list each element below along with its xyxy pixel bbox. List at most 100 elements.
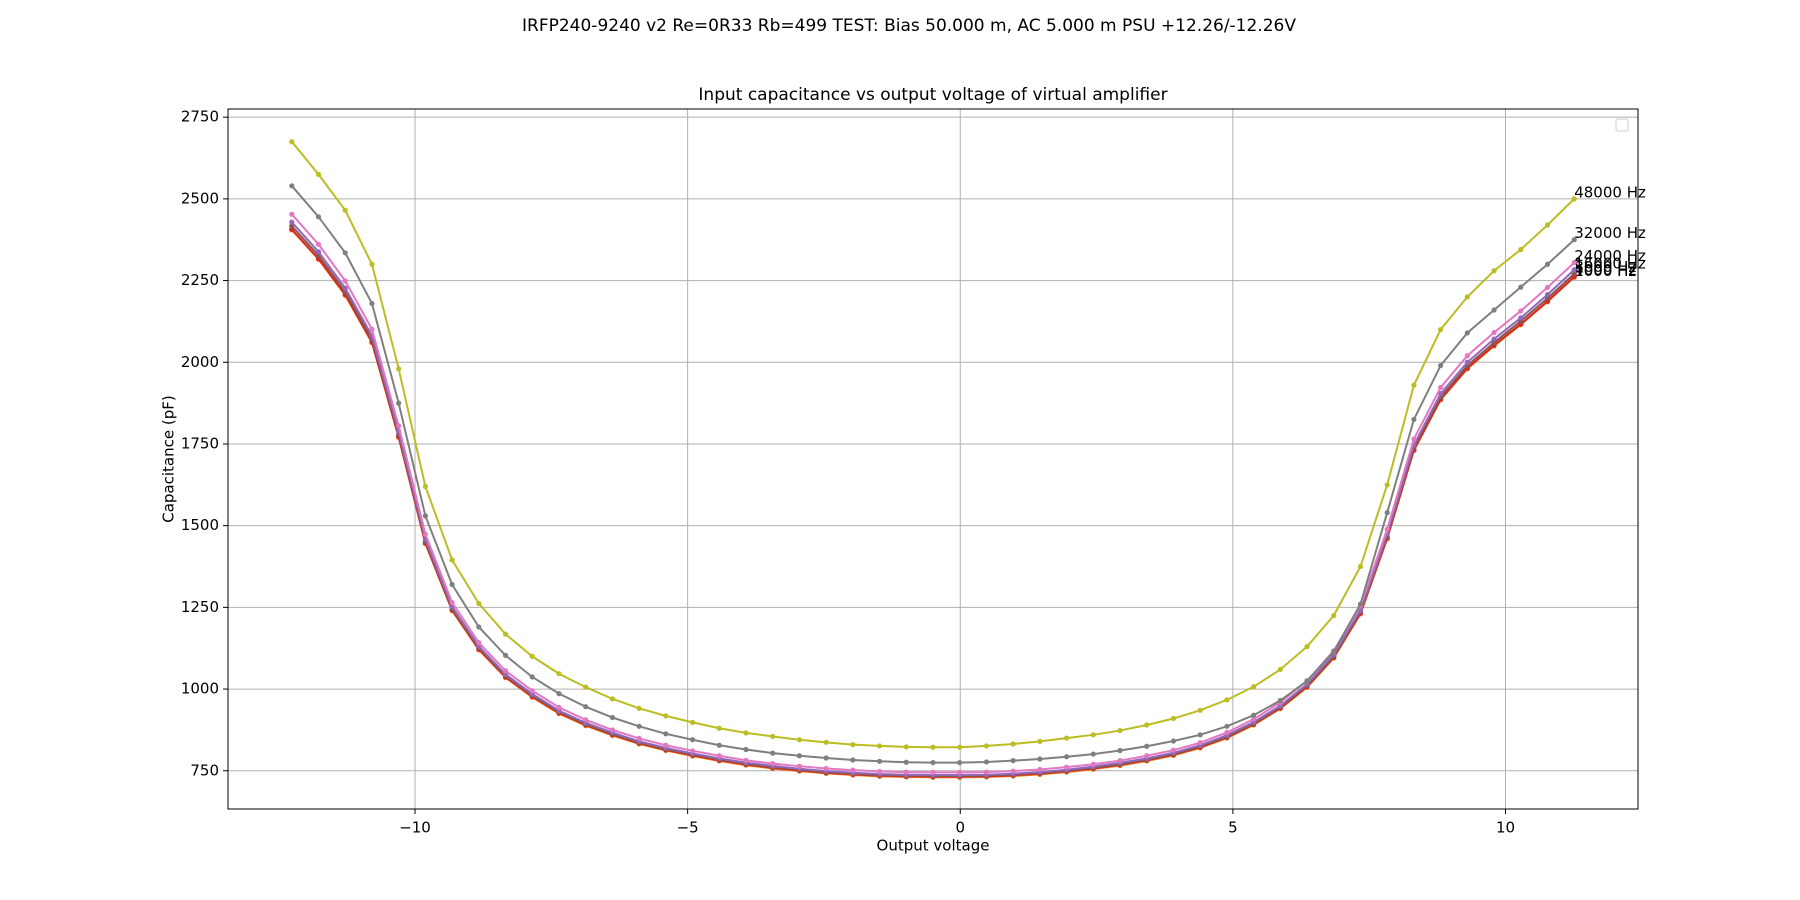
data-point [983, 769, 990, 775]
data-point [1144, 743, 1150, 749]
data-point [1224, 723, 1230, 729]
data-point [1571, 237, 1577, 243]
data-point [583, 704, 589, 710]
data-point [1117, 758, 1123, 764]
data-point [1491, 307, 1497, 313]
data-point [983, 759, 990, 765]
data-point [1010, 768, 1016, 774]
y-tick-label: 2250 [181, 271, 219, 289]
data-point [1438, 391, 1444, 397]
data-point [1491, 329, 1497, 336]
series-end-label: 4000 Hz [1574, 261, 1636, 279]
data-point [1037, 738, 1043, 744]
data-point [583, 717, 589, 723]
data-point [476, 640, 482, 646]
data-point [1464, 330, 1470, 336]
data-point [369, 300, 375, 307]
y-tick-label: 1000 [181, 680, 219, 698]
data-point [663, 742, 669, 748]
data-point [1464, 359, 1470, 365]
data-point [1144, 753, 1150, 759]
data-point [1090, 761, 1096, 767]
data-point [1117, 727, 1123, 734]
data-point [1063, 764, 1070, 770]
data-point [502, 671, 509, 677]
data-point [1518, 315, 1524, 321]
data-point [1170, 747, 1177, 753]
data-point [1331, 612, 1337, 619]
data-point [903, 759, 909, 765]
x-tick-label: 10 [1496, 819, 1515, 837]
data-point [1251, 684, 1257, 690]
data-point [1010, 741, 1016, 747]
plot-frame [227, 108, 1639, 810]
data-point [449, 557, 455, 563]
y-tick-label: 2750 [181, 108, 219, 126]
data-point [903, 769, 909, 775]
y-tick-label: 1250 [181, 598, 219, 616]
data-point [1037, 756, 1043, 762]
data-point [1277, 666, 1283, 673]
data-point [1357, 601, 1364, 607]
data-point [1251, 716, 1257, 722]
data-point [1090, 751, 1096, 757]
data-point [743, 730, 749, 736]
data-point [1411, 436, 1417, 442]
data-point [663, 713, 669, 719]
data-point [1384, 509, 1390, 516]
data-point [689, 719, 696, 725]
data-point [1544, 292, 1551, 298]
data-point [770, 760, 776, 767]
data-point [1197, 732, 1203, 738]
data-point [1571, 267, 1577, 273]
data-point [369, 261, 375, 267]
data-point [1010, 758, 1016, 764]
data-point [609, 727, 615, 733]
data-point [476, 624, 482, 630]
data-point [1384, 526, 1390, 532]
y-tick-label: 750 [190, 761, 219, 779]
x-tick-label: −10 [399, 819, 431, 837]
data-point [1117, 747, 1123, 754]
data-point [315, 249, 322, 255]
data-point [1170, 738, 1177, 744]
data-point [1090, 732, 1096, 738]
data-point [583, 684, 589, 690]
data-point [1518, 284, 1524, 290]
data-point [396, 400, 402, 406]
data-point [422, 531, 428, 537]
series-end-label: 16000 Hz [1574, 254, 1646, 272]
data-point [1518, 308, 1524, 314]
data-point [1571, 271, 1577, 277]
y-tick-label: 2000 [181, 353, 219, 371]
data-point [930, 744, 936, 750]
data-point [609, 696, 615, 702]
data-point [396, 423, 402, 429]
series-end-label: 1000 Hz [1574, 262, 1636, 280]
data-point [369, 326, 375, 332]
data-point [1384, 482, 1390, 488]
y-tick-label: 2500 [181, 189, 219, 207]
data-point [1197, 740, 1203, 746]
data-point [743, 746, 749, 753]
data-point [1277, 697, 1283, 704]
data-point [502, 631, 509, 637]
data-point [663, 731, 669, 737]
chart-title: Input capacitance vs output voltage of v… [698, 85, 1167, 105]
data-point [422, 483, 428, 490]
data-point [396, 366, 402, 372]
series-end-label: 8000 Hz [1574, 258, 1636, 276]
data-point [1438, 362, 1444, 369]
data-point [796, 763, 803, 769]
data-point [476, 600, 482, 607]
data-point [289, 211, 295, 217]
data-point [289, 219, 295, 225]
data-point [716, 753, 722, 759]
data-point [796, 753, 803, 759]
data-point [689, 737, 696, 743]
x-tick-label: 0 [955, 819, 965, 837]
data-point [289, 183, 295, 189]
data-point [502, 668, 509, 674]
data-point [957, 769, 963, 775]
